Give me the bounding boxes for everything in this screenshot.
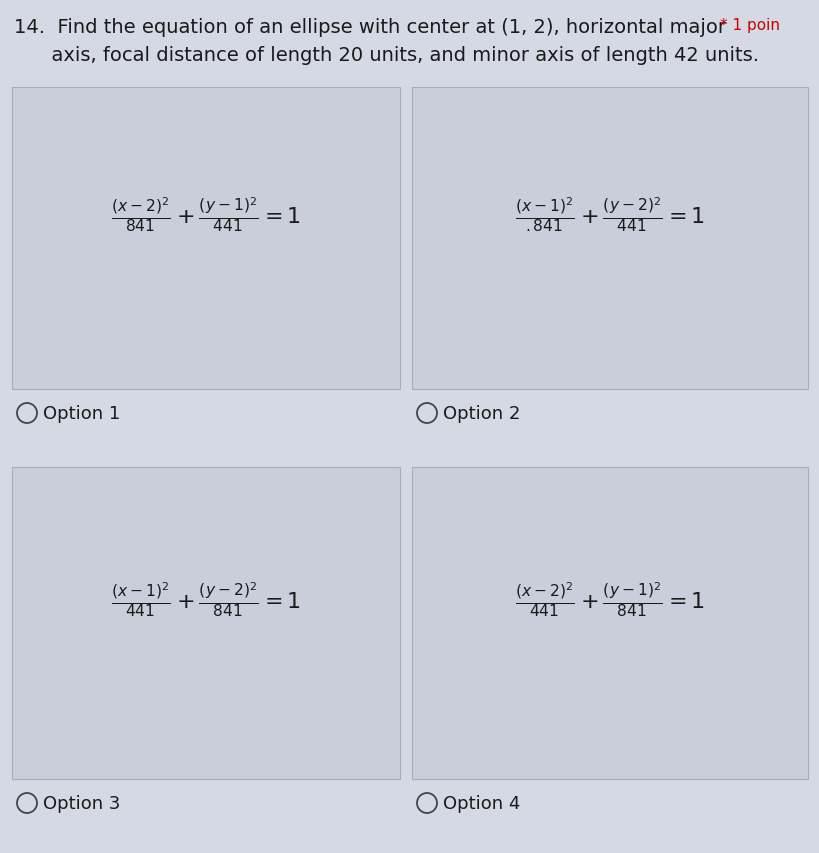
Text: $\frac{(x-2)^{2}}{841}+\frac{(y-1)^{2}}{441}=1$: $\frac{(x-2)^{2}}{841}+\frac{(y-1)^{2}}{… xyxy=(111,195,301,234)
Text: axis, focal distance of length 20 units, and minor axis of length 42 units.: axis, focal distance of length 20 units,… xyxy=(14,46,758,65)
Bar xyxy=(12,467,400,779)
Text: Option 3: Option 3 xyxy=(43,794,120,812)
Bar xyxy=(411,88,807,390)
Text: $\frac{(x-2)^{2}}{441}+\frac{(y-1)^{2}}{841}=1$: $\frac{(x-2)^{2}}{441}+\frac{(y-1)^{2}}{… xyxy=(514,579,704,618)
Text: $\frac{(x-1)^{2}}{.841}+\frac{(y-2)^{2}}{441}=1$: $\frac{(x-1)^{2}}{.841}+\frac{(y-2)^{2}}… xyxy=(514,195,704,234)
Bar xyxy=(12,88,400,390)
Text: Option 2: Option 2 xyxy=(442,404,520,422)
Text: Option 4: Option 4 xyxy=(442,794,520,812)
Text: 14.  Find the equation of an ellipse with center at (1, 2), horizontal major: 14. Find the equation of an ellipse with… xyxy=(14,18,725,37)
Text: Option 1: Option 1 xyxy=(43,404,120,422)
Text: * 1 poin: * 1 poin xyxy=(719,18,779,33)
Text: $\frac{(x-1)^{2}}{441}+\frac{(y-2)^{2}}{841}=1$: $\frac{(x-1)^{2}}{441}+\frac{(y-2)^{2}}{… xyxy=(111,579,301,618)
Bar xyxy=(411,467,807,779)
